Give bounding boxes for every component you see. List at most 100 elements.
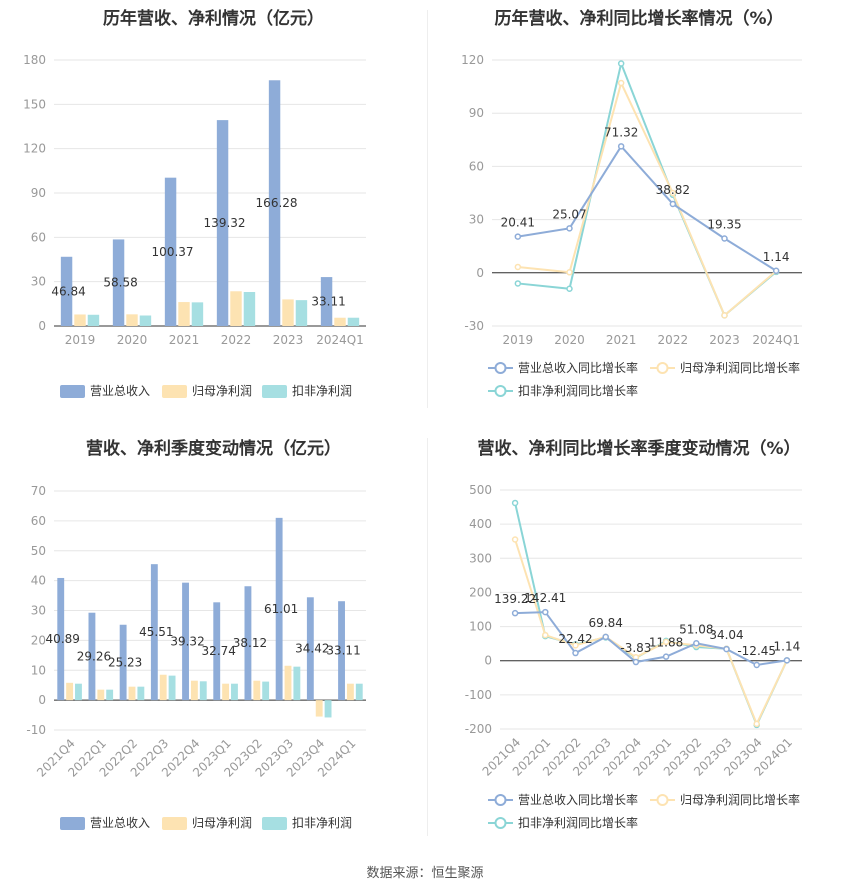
bar [244,586,252,701]
series-line [517,144,777,272]
data-label: 33.11 [326,644,360,658]
bar [355,683,363,701]
x-tick-label: 2024Q1 [752,333,800,347]
y-tick-label: 0 [38,319,46,333]
legend-swatch [162,817,187,830]
chart-svg: -100102030405060702021Q42022Q12022Q22022… [26,484,366,830]
data-point [542,608,549,616]
bar [243,292,256,326]
x-tick-label: 2020 [117,333,148,347]
bar [216,120,229,326]
y-tick-label: 60 [31,230,46,244]
data-label: 71.32 [604,125,638,139]
y-tick-label: 0 [38,693,46,707]
data-label: 34.04 [709,628,743,642]
legend-swatch-marker [494,362,507,374]
x-tick-label: 2021 [606,333,637,347]
series-line [515,611,788,667]
y-tick-label: 60 [469,159,484,173]
data-point [617,79,625,87]
y-tick-label: 30 [469,213,484,227]
legend-swatch [162,385,187,398]
data-point [572,649,579,657]
bar [222,683,230,701]
y-tick-label: -30 [464,319,484,333]
data-label: -12.45 [737,644,776,658]
bar [74,314,86,326]
bar [112,239,125,326]
y-tick-label: 500 [469,483,492,497]
data-label: 40.89 [46,632,80,646]
x-tick-label: 2022 [658,333,689,347]
y-tick-label: 60 [31,514,46,528]
data-label: 139.32 [204,216,246,230]
legend-swatch-marker [494,817,507,829]
legend-label: 扣非净利润 [292,816,352,830]
data-point [783,657,791,664]
data-label: 38.82 [656,183,690,197]
data-point [566,285,573,293]
x-tick-label: 2024Q1 [316,333,364,347]
legend-swatch [60,817,85,830]
x-tick-label: 2021 [169,333,200,347]
bar [230,291,242,326]
data-label: 100.37 [152,245,194,259]
data-label: 166.28 [256,196,298,210]
bar [282,299,294,326]
legend-label: 营业总收入同比增长率 [518,792,638,807]
bar [97,689,105,701]
legend-swatch-marker [494,794,507,806]
bar [87,314,100,326]
y-tick-label: 40 [31,574,46,588]
y-tick-label: 30 [31,275,46,289]
bar [75,683,82,701]
bar [275,517,283,701]
data-label: 69.84 [589,616,623,630]
legend-swatch [262,817,287,830]
bar [66,682,74,701]
y-tick-label: 10 [31,663,46,677]
data-point [514,233,522,240]
data-source: 数据来源：恒生聚源 [366,866,484,881]
y-tick-label: 200 [469,585,492,599]
legend-label: 扣非净利润 [292,384,352,398]
data-point [572,642,579,649]
bar [57,577,65,701]
data-label: 29.26 [77,649,111,663]
y-tick-label: 400 [469,517,492,531]
legend-swatch [60,385,85,398]
revenue-profit-annual-chart: 历年营收、净利情况（亿元） 0 30 60 90 120 150 180 2019 2020 20… [0,0,427,420]
bar [137,686,145,701]
legend-label: 扣非净利润同比增长率 [518,815,638,830]
data-point [662,653,670,660]
bar [106,689,114,701]
bar [164,177,177,326]
data-point [511,609,519,617]
data-label: 25.23 [108,655,142,669]
data-label: 1.14 [774,639,801,653]
data-point [721,312,728,319]
chart-title: 营收、净利季度变动情况（亿元） [86,439,341,459]
bar [159,674,167,701]
legend-swatch-marker [656,362,669,374]
chart-svg: -200-10001002003004005002021Q42022Q12022… [465,483,802,830]
bar [253,680,261,701]
data-label: -3.83 [620,641,651,655]
bar [268,80,281,326]
data-label: 46.84 [51,284,85,298]
bar [347,317,360,326]
legend-label: 归母净利润 [192,816,252,830]
data-point [772,267,780,275]
bar [199,681,207,701]
data-label: 19.35 [707,217,741,231]
y-tick-label: 0 [484,654,492,668]
y-tick-label: 120 [461,53,484,67]
data-label: 39.32 [170,634,204,648]
x-tick-label: 2020 [554,333,585,347]
data-label: 11.88 [649,636,683,650]
bar [88,612,96,701]
y-tick-label: 50 [31,544,46,558]
y-tick-label: 120 [23,142,46,156]
data-label: 22.42 [558,632,592,646]
revenue-profit-quarterly-chart: 营收、净利季度变动情况（亿元） -10 0 10 20 30 40 50 60 70 2021Q4… [0,428,427,848]
